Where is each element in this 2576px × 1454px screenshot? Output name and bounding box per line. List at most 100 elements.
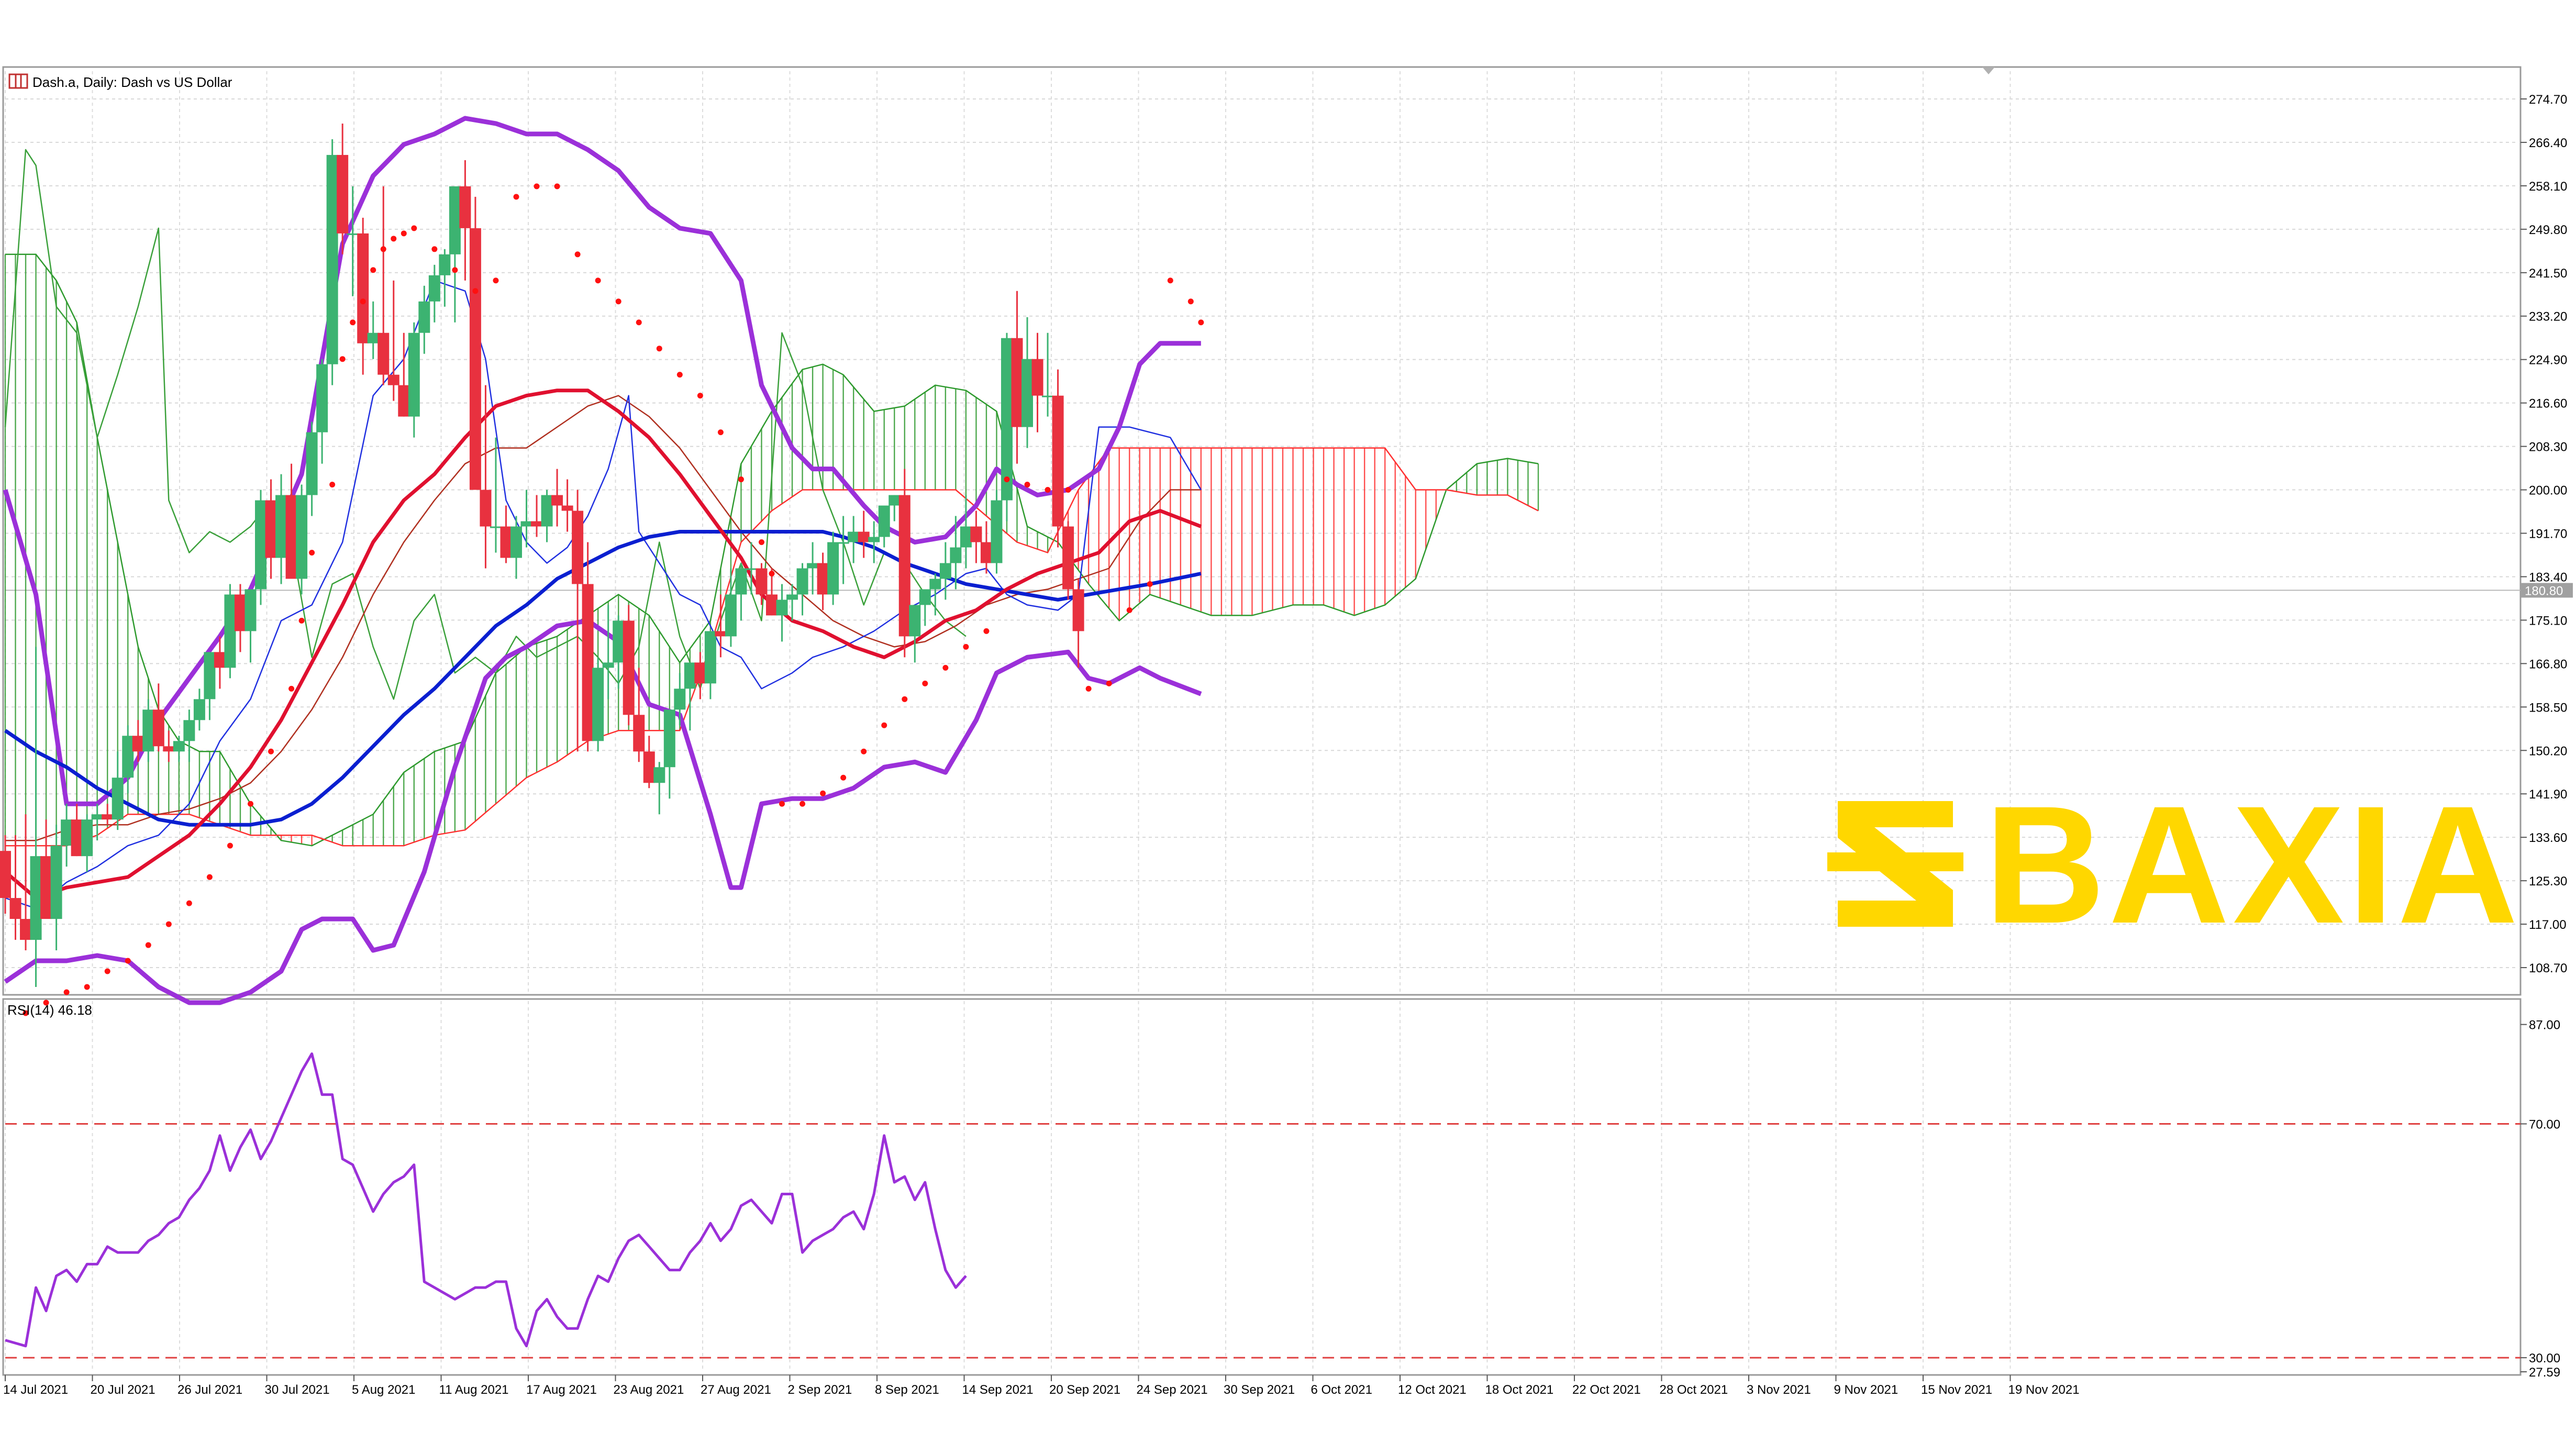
date-tick-label: 19 Nov 2021 xyxy=(2008,1383,2080,1397)
psar-dot xyxy=(758,539,764,545)
psar-dot xyxy=(1045,487,1051,493)
rsi-tick-label: 27.59 xyxy=(2529,1366,2560,1380)
candle-body xyxy=(255,500,267,590)
candle-body xyxy=(306,432,318,495)
psar-dot xyxy=(769,570,775,576)
candle-body xyxy=(878,505,890,537)
psar-dot xyxy=(738,476,744,483)
candle-body xyxy=(418,301,430,333)
candle-body xyxy=(1052,395,1064,527)
date-tick-label: 22 Oct 2021 xyxy=(1572,1383,1641,1397)
candle-body xyxy=(152,709,164,747)
price-tick-label: 150.20 xyxy=(2529,744,2567,758)
candle-body xyxy=(214,652,226,668)
candle-body xyxy=(204,652,216,700)
rsi-tick-label: 70.00 xyxy=(2529,1117,2560,1131)
candle-body xyxy=(50,846,62,919)
psar-dot xyxy=(104,968,110,974)
candle-body xyxy=(592,668,604,741)
psar-dot xyxy=(1198,319,1204,326)
psar-dot xyxy=(227,842,233,849)
date-tick-label: 30 Jul 2021 xyxy=(265,1383,330,1397)
baxia-emblem-icon xyxy=(1827,801,1963,927)
psar-dot xyxy=(186,900,192,906)
psar-dot xyxy=(493,278,499,284)
psar-dot xyxy=(615,298,621,305)
candle-body xyxy=(704,631,716,684)
candle-body xyxy=(275,495,287,558)
candle-body xyxy=(91,814,103,820)
date-tick-label: 14 Jul 2021 xyxy=(3,1383,68,1397)
candle-body xyxy=(837,542,849,544)
psar-dot xyxy=(1187,298,1194,305)
date-tick-label: 11 Aug 2021 xyxy=(439,1383,509,1397)
price-tick-label: 133.60 xyxy=(2529,831,2567,845)
date-tick-label: 14 Sep 2021 xyxy=(962,1383,1034,1397)
date-tick-label: 23 Aug 2021 xyxy=(614,1383,684,1397)
candle-body xyxy=(991,500,1003,563)
candle-body xyxy=(561,505,573,511)
candle-body xyxy=(40,856,52,919)
candle-body xyxy=(61,819,73,846)
current-price-badge xyxy=(2521,583,2573,598)
candle-body xyxy=(81,819,93,857)
candle-body xyxy=(520,521,532,527)
psar-dot xyxy=(676,372,683,378)
candle-body xyxy=(786,594,798,600)
candle-body xyxy=(807,563,819,569)
candle-body xyxy=(408,332,420,417)
psar-dot xyxy=(963,643,969,650)
date-tick-label: 26 Jul 2021 xyxy=(177,1383,242,1397)
psar-dot xyxy=(288,685,295,692)
psar-dot xyxy=(840,774,847,781)
candle-body xyxy=(1042,395,1054,397)
price-tick-label: 183.40 xyxy=(2529,570,2567,584)
psar-dot xyxy=(391,236,397,242)
psar-dot xyxy=(697,393,703,399)
candle-body xyxy=(694,662,706,684)
psar-dot xyxy=(820,790,826,796)
candle-body xyxy=(326,154,338,364)
psar-dot xyxy=(861,748,867,754)
price-tick-label: 233.20 xyxy=(2529,310,2567,324)
price-tick-label: 266.40 xyxy=(2529,136,2567,150)
date-tick-label: 9 Nov 2021 xyxy=(1834,1383,1898,1397)
candle-body xyxy=(480,490,492,527)
psar-dot xyxy=(636,319,642,326)
price-tick-label: 141.90 xyxy=(2529,787,2567,802)
candle-body xyxy=(582,584,594,741)
rsi-line xyxy=(5,1052,967,1348)
psar-dot xyxy=(339,356,346,362)
moving-average-fast xyxy=(4,389,1202,900)
candle-body xyxy=(613,620,625,663)
candle-body xyxy=(1072,589,1084,631)
candle-body xyxy=(20,919,32,940)
psar-dot xyxy=(401,230,407,237)
candle-body xyxy=(337,154,349,234)
price-tick-label: 200.00 xyxy=(2529,484,2567,498)
candle-body xyxy=(756,568,768,595)
psar-dot xyxy=(380,246,386,252)
psar-dot xyxy=(350,319,356,326)
candle-body xyxy=(868,537,880,542)
candle-body xyxy=(377,332,390,375)
candle-body xyxy=(347,233,359,235)
candle-body xyxy=(572,510,584,584)
axes: 274.70 266.40 258.10 249.80 241.50 233.20 224.… xyxy=(3,67,2573,1397)
rsi-panel-frame xyxy=(2,998,2522,1376)
candle-body xyxy=(234,594,246,631)
candle-body xyxy=(725,594,737,637)
candle-body xyxy=(1031,359,1043,396)
candle-body xyxy=(796,568,808,595)
baxia-logo: BAXIA xyxy=(1827,771,2518,958)
date-tick-label: 30 Sep 2021 xyxy=(1224,1383,1295,1397)
psar-dot xyxy=(513,194,519,200)
psar-dot xyxy=(43,1000,49,1006)
candle-body xyxy=(715,631,727,637)
senkou-span-b xyxy=(5,447,1539,847)
candle-body xyxy=(653,767,665,783)
psar-dot xyxy=(1106,680,1112,686)
price-tick-label: 117.00 xyxy=(2529,918,2567,932)
